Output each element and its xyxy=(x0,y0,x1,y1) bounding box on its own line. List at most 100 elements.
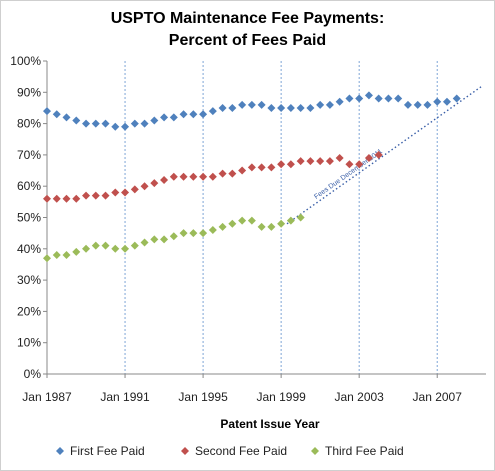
y-tick-label: 20% xyxy=(17,304,41,318)
data-point xyxy=(238,216,247,225)
y-tick-label: 70% xyxy=(17,148,41,162)
data-point xyxy=(442,97,451,106)
data-point xyxy=(52,194,61,203)
chart-title-line2: Percent of Fees Paid xyxy=(168,32,327,49)
data-point xyxy=(267,163,276,172)
legend-marker xyxy=(181,447,189,455)
data-point xyxy=(403,100,412,109)
y-tick-label: 40% xyxy=(17,242,41,256)
data-point xyxy=(364,91,373,100)
data-point xyxy=(160,235,169,244)
data-point xyxy=(130,185,139,194)
data-point xyxy=(179,110,188,119)
y-tick-label: 10% xyxy=(17,336,41,350)
data-point xyxy=(52,251,61,260)
data-point xyxy=(306,103,315,112)
data-point xyxy=(355,94,364,103)
data-point xyxy=(257,100,266,109)
legend-label: First Fee Paid xyxy=(70,444,145,458)
fees-due-annotation: Fees Due December 2011 xyxy=(286,85,483,225)
data-point xyxy=(199,172,208,181)
data-point xyxy=(374,150,383,159)
data-point xyxy=(72,247,81,256)
data-point xyxy=(316,100,325,109)
y-tick-label: 0% xyxy=(24,367,42,381)
x-tick-label: Jan 1991 xyxy=(100,390,150,404)
data-point xyxy=(91,119,100,128)
data-point xyxy=(121,122,130,131)
data-point xyxy=(169,172,178,181)
data-point xyxy=(345,94,354,103)
data-point xyxy=(111,188,120,197)
data-point xyxy=(189,229,198,238)
data-point xyxy=(238,100,247,109)
data-point xyxy=(384,94,393,103)
data-point xyxy=(296,103,305,112)
y-tick-label: 50% xyxy=(17,211,41,225)
series-3 xyxy=(43,213,305,263)
legend-marker xyxy=(56,447,64,455)
y-tick-labels: 0% 10% 20% 30% 40% 50% 60% 70% 80% 90% 100% xyxy=(10,54,47,381)
data-point xyxy=(335,154,344,163)
data-point xyxy=(179,229,188,238)
data-point xyxy=(208,107,217,116)
data-point xyxy=(43,194,51,203)
data-point xyxy=(169,232,178,241)
data-point xyxy=(150,116,159,125)
data-point xyxy=(101,119,110,128)
data-point xyxy=(257,163,266,172)
data-point xyxy=(62,113,71,122)
data-point xyxy=(189,110,198,119)
data-point xyxy=(218,169,227,178)
data-point xyxy=(121,188,130,197)
data-point xyxy=(91,191,100,200)
data-point xyxy=(62,194,71,203)
data-point xyxy=(208,226,217,235)
data-point xyxy=(72,194,81,203)
data-point xyxy=(345,160,354,169)
data-point xyxy=(111,122,120,131)
x-tick-labels: Jan 1987 Jan 1991 Jan 1995 Jan 1999 Jan 2003… xyxy=(22,374,462,404)
x-axis-label: Patent Issue Year xyxy=(220,417,320,431)
data-point xyxy=(218,222,227,231)
data-point xyxy=(82,191,91,200)
data-point xyxy=(218,103,227,112)
fees-due-label: Fees Due December 2011 xyxy=(313,148,384,201)
chart-title-line1: USPTO Maintenance Fee Payments: xyxy=(110,10,385,27)
data-point xyxy=(169,113,178,122)
data-point xyxy=(394,94,403,103)
data-point xyxy=(423,100,432,109)
data-point xyxy=(228,103,237,112)
data-point xyxy=(228,219,237,228)
data-point xyxy=(130,241,139,250)
data-point xyxy=(355,160,364,169)
data-point xyxy=(199,110,208,119)
data-point xyxy=(228,169,237,178)
data-point xyxy=(43,107,51,116)
data-point xyxy=(452,94,461,103)
series-2 xyxy=(43,150,383,203)
data-point xyxy=(101,191,110,200)
data-point xyxy=(91,241,100,250)
series-1 xyxy=(43,91,461,131)
fees-due-line xyxy=(286,85,483,225)
x-tick-label: Jan 2007 xyxy=(413,390,463,404)
x-tick-label: Jan 1987 xyxy=(22,390,72,404)
x-tick-label: Jan 2003 xyxy=(334,390,384,404)
data-point xyxy=(277,103,286,112)
data-point xyxy=(189,172,198,181)
data-point xyxy=(208,172,217,181)
data-point xyxy=(306,157,315,166)
axes xyxy=(46,61,486,375)
data-point xyxy=(277,219,286,228)
data-point xyxy=(296,157,305,166)
data-point xyxy=(267,103,276,112)
data-point xyxy=(140,182,149,191)
y-tick-label: 90% xyxy=(17,85,41,99)
legend-marker xyxy=(311,447,319,455)
data-point xyxy=(82,244,91,253)
chart-title: USPTO Maintenance Fee Payments: Percent … xyxy=(0,8,495,52)
legend-label: Third Fee Paid xyxy=(325,444,404,458)
data-point xyxy=(82,119,91,128)
